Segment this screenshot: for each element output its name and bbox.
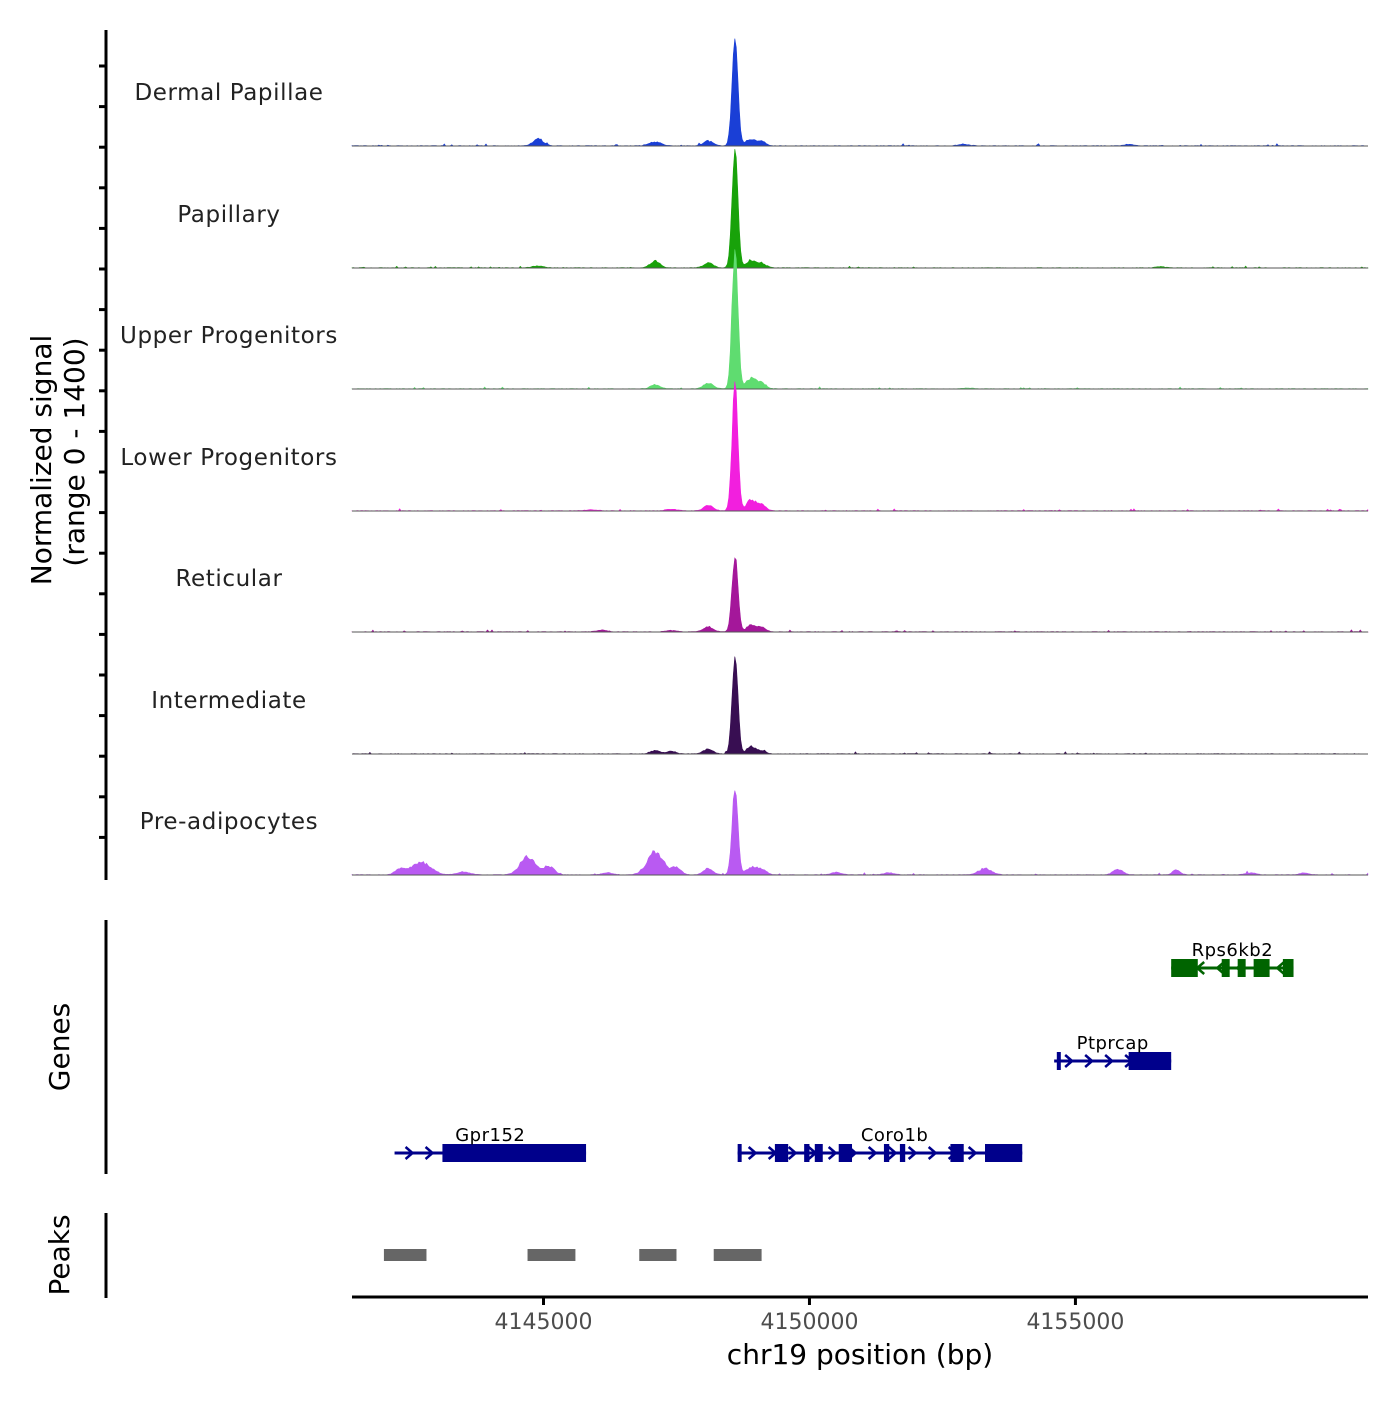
track-intermediate: Intermediate bbox=[151, 656, 1368, 755]
coverage-area bbox=[351, 656, 1368, 755]
gene-exon bbox=[1237, 959, 1246, 977]
coverage-area bbox=[351, 149, 1369, 269]
gene-exon bbox=[814, 1144, 823, 1162]
strand-arrow bbox=[424, 1146, 435, 1160]
gene-exon bbox=[1221, 959, 1230, 977]
gene-exon bbox=[950, 1144, 964, 1162]
gene-label: Coro1b bbox=[861, 1125, 928, 1146]
genes-track: Genes Rps6kb2 Ptprcap Gpr152 Coro1b bbox=[43, 920, 1294, 1174]
gene-label: Gpr152 bbox=[455, 1125, 525, 1146]
gene-exon bbox=[899, 1144, 906, 1162]
gene-gpr152: Gpr152 bbox=[394, 1125, 587, 1162]
gene-label: Rps6kb2 bbox=[1192, 940, 1274, 961]
peaks-track: Peaks bbox=[43, 1213, 762, 1298]
gene-exon bbox=[883, 1144, 890, 1162]
gene-exon bbox=[1056, 1052, 1061, 1070]
gene-exon bbox=[804, 1144, 810, 1162]
strand-arrow bbox=[1275, 961, 1285, 975]
track-reticular: Reticular bbox=[175, 557, 1369, 633]
track-label: Intermediate bbox=[151, 688, 307, 714]
strand-arrow bbox=[787, 1146, 798, 1160]
track-label: Pre-adipocytes bbox=[140, 809, 318, 835]
strand-arrow bbox=[907, 1146, 918, 1160]
gene-exon bbox=[1128, 1052, 1172, 1070]
y-axis-title: Normalized signal (range 0 - 1400) bbox=[25, 335, 91, 586]
gene-exon bbox=[1282, 959, 1294, 977]
coverage-area bbox=[351, 381, 1369, 512]
track-label: Papillary bbox=[177, 202, 280, 228]
strand-arrow bbox=[967, 1146, 978, 1160]
strand-arrow bbox=[867, 1146, 878, 1160]
track-papillary: Papillary bbox=[177, 149, 1369, 269]
peak-region bbox=[527, 1249, 576, 1261]
peak-region bbox=[639, 1249, 677, 1261]
track-label: Lower Progenitors bbox=[120, 445, 337, 471]
strand-arrow bbox=[887, 1146, 898, 1160]
track-upper-progenitors: Upper Progenitors bbox=[120, 249, 1369, 390]
strand-arrow bbox=[747, 1146, 758, 1160]
gene-exon bbox=[985, 1144, 1023, 1162]
strand-arrow bbox=[1104, 1054, 1115, 1068]
gene-ptprcap: Ptprcap bbox=[1054, 1033, 1172, 1070]
gene-label: Ptprcap bbox=[1077, 1033, 1149, 1054]
gene-coro1b: Coro1b bbox=[737, 1125, 1023, 1162]
x-tick-label: 4145000 bbox=[495, 1310, 593, 1335]
strand-arrow bbox=[1064, 1054, 1075, 1068]
strand-arrow bbox=[827, 1146, 838, 1160]
y-axis-title-line2: (range 0 - 1400) bbox=[58, 337, 91, 566]
x-tick-label: 4150000 bbox=[760, 1310, 858, 1335]
coverage-area bbox=[351, 557, 1369, 633]
genes-track-label: Genes bbox=[43, 1003, 76, 1091]
gene-exon bbox=[737, 1144, 742, 1162]
gene-exon bbox=[838, 1144, 853, 1162]
track-label: Reticular bbox=[175, 566, 282, 592]
x-axis-title: chr19 position (bp) bbox=[727, 1338, 993, 1371]
coverage-tracks: Dermal Papillae Papillary Upper Progenitor… bbox=[120, 38, 1369, 876]
x-axis: chr19 position (bp) 4145000 4150000 415500… bbox=[352, 1295, 1368, 1371]
peak-region bbox=[713, 1249, 762, 1261]
peak-region bbox=[383, 1249, 427, 1261]
coverage-area bbox=[351, 249, 1369, 390]
peaks-track-label: Peaks bbox=[43, 1214, 76, 1295]
coverage-area bbox=[351, 790, 1369, 876]
strand-arrow bbox=[404, 1146, 415, 1160]
gene-exon bbox=[774, 1144, 789, 1162]
gene-exon bbox=[1253, 959, 1270, 977]
gene-rps6kb2: Rps6kb2 bbox=[1171, 940, 1294, 977]
coverage-area bbox=[351, 38, 1368, 147]
strand-arrow bbox=[927, 1146, 938, 1160]
strand-arrow bbox=[1084, 1054, 1095, 1068]
track-lower-progenitors: Lower Progenitors bbox=[120, 381, 1369, 512]
coverage-y-axis bbox=[99, 30, 108, 880]
y-axis-title-line1: Normalized signal bbox=[25, 335, 58, 586]
gene-exon bbox=[442, 1144, 587, 1162]
track-label: Dermal Papillae bbox=[134, 80, 323, 106]
track-pre-adipocytes: Pre-adipocytes bbox=[140, 790, 1369, 876]
track-label: Upper Progenitors bbox=[120, 323, 338, 349]
gene-exon bbox=[1171, 959, 1198, 977]
track-dermal-papillae: Dermal Papillae bbox=[134, 38, 1368, 147]
x-tick-label: 4155000 bbox=[1026, 1310, 1124, 1335]
